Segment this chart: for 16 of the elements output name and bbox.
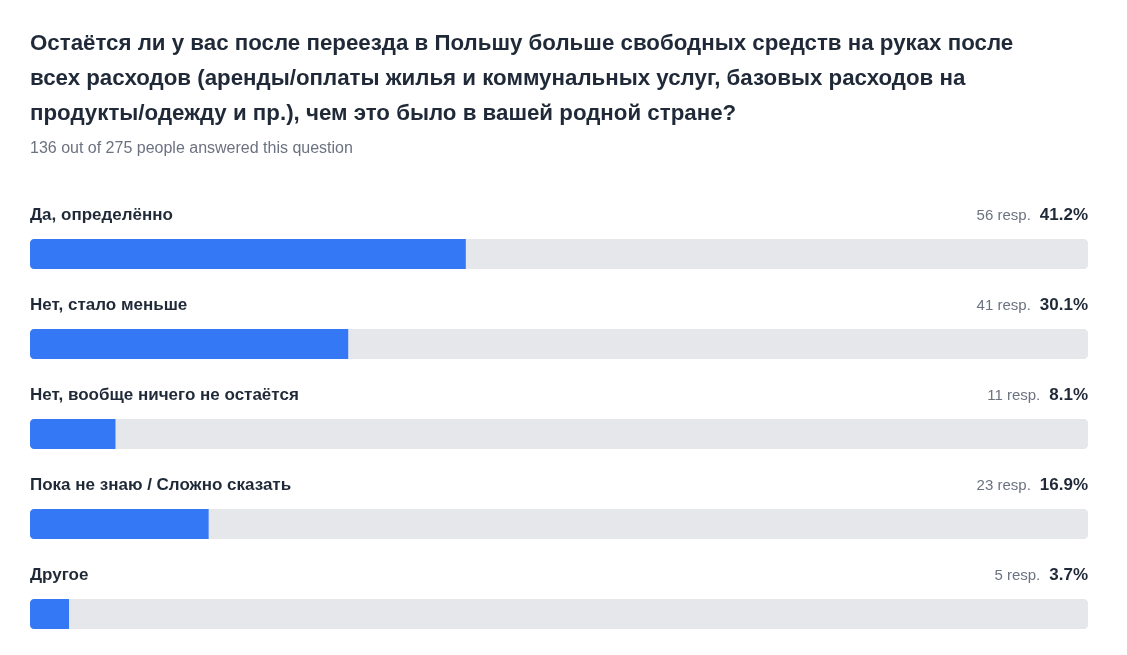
bar (30, 599, 70, 629)
chart-subtitle: 136 out of 275 people answered this question (30, 138, 353, 158)
data-label: 23 resp. 16.9% (976, 475, 1088, 494)
data-label: 56 resp. 41.2% (976, 205, 1088, 224)
bar (30, 329, 349, 359)
y-tick-label: Да, определённо (30, 205, 173, 224)
y-tick-label: Нет, стало меньше (30, 295, 188, 314)
y-tick-label: Нет, вообще ничего не остаётся (30, 385, 299, 404)
y-tick-label: Пока не знаю / Сложно сказать (30, 475, 292, 494)
chart-title: Остаётся ли у вас после переезда в Польшу больше свободных средств на руках после всех расходов (аренды/оплаты жилья и коммунальных услуг, базовых расходов на продукты/одежду и пр.), чем это было в вашей родной стране? (30, 29, 1015, 127)
data-label: 11 resp. 8.1% (987, 385, 1088, 404)
bar (30, 509, 209, 539)
bar (30, 419, 116, 449)
y-tick-label: Другое (30, 565, 89, 584)
data-label: 5 resp. 3.7% (994, 565, 1088, 584)
data-label: 41 resp. 30.1% (976, 295, 1088, 314)
